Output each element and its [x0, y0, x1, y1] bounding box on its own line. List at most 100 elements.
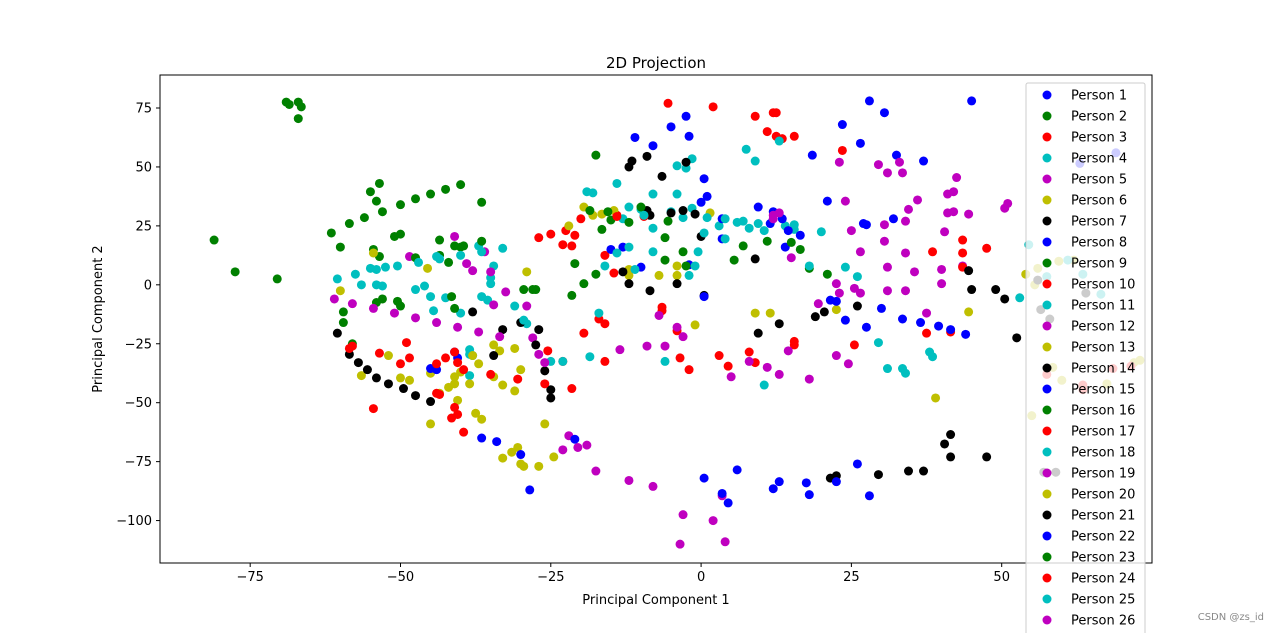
- data-point: [534, 461, 544, 471]
- data-point: [338, 318, 348, 328]
- data-point: [630, 132, 640, 142]
- data-point: [368, 404, 378, 414]
- data-point: [284, 99, 294, 109]
- data-point: [573, 442, 583, 452]
- data-point: [591, 150, 601, 160]
- data-point: [657, 171, 667, 181]
- y-axis-label: Principal Component 2: [91, 245, 106, 392]
- data-point: [450, 347, 460, 357]
- legend-marker: [1042, 594, 1052, 604]
- legend-marker: [1042, 531, 1052, 541]
- data-point: [585, 352, 595, 362]
- data-point: [368, 248, 378, 258]
- data-point: [510, 343, 520, 353]
- data-point: [783, 226, 793, 236]
- legend-label: Person 25: [1071, 593, 1135, 608]
- data-point: [383, 351, 393, 361]
- data-point: [489, 300, 499, 310]
- data-point: [672, 270, 682, 280]
- data-point: [717, 488, 727, 498]
- data-point: [356, 280, 366, 290]
- data-point: [377, 207, 387, 217]
- data-point: [840, 196, 850, 206]
- legend-marker: [1042, 342, 1052, 352]
- data-point: [462, 259, 472, 269]
- data-point: [759, 226, 769, 236]
- legend-marker: [1042, 384, 1052, 394]
- data-point: [600, 319, 610, 329]
- data-point: [465, 379, 475, 389]
- legend-label: Person 8: [1071, 236, 1127, 251]
- data-point: [720, 214, 730, 224]
- x-tick-label: −25: [537, 570, 564, 585]
- data-point: [534, 349, 544, 359]
- data-point: [594, 308, 604, 318]
- data-point: [618, 267, 628, 277]
- data-point: [901, 368, 911, 378]
- data-point: [834, 157, 844, 167]
- data-point: [447, 292, 457, 302]
- data-point: [922, 308, 932, 318]
- data-point: [492, 437, 502, 447]
- data-point: [600, 356, 610, 366]
- data-point: [873, 470, 883, 480]
- legend-marker: [1042, 300, 1052, 310]
- data-point: [627, 156, 637, 166]
- y-tick-label: −75: [125, 455, 152, 470]
- data-point: [209, 235, 219, 245]
- data-point: [744, 223, 754, 233]
- legend-marker: [1042, 216, 1052, 226]
- data-point: [690, 261, 700, 271]
- data-point: [729, 255, 739, 265]
- data-point: [699, 228, 709, 238]
- data-point: [873, 160, 883, 170]
- data-point: [961, 329, 971, 339]
- data-point: [982, 452, 992, 462]
- data-point: [852, 301, 862, 311]
- data-point: [678, 206, 688, 216]
- x-tick-label: −75: [236, 570, 263, 585]
- data-point: [660, 356, 670, 366]
- data-point: [570, 434, 580, 444]
- data-point: [459, 365, 469, 375]
- legend-label: Person 2: [1071, 110, 1127, 125]
- data-point: [753, 202, 763, 212]
- y-tick-label: 50: [135, 160, 152, 175]
- data-point: [486, 369, 496, 379]
- data-points: [209, 96, 1145, 549]
- data-point: [477, 414, 487, 424]
- data-point: [949, 187, 959, 197]
- data-point: [456, 250, 466, 260]
- legend-marker: [1042, 426, 1052, 436]
- data-point: [534, 233, 544, 243]
- data-point: [498, 243, 508, 253]
- data-point: [612, 178, 622, 188]
- data-point: [395, 229, 405, 239]
- data-point: [816, 227, 826, 237]
- data-point: [991, 285, 1001, 295]
- legend: Person 1 Person 2 Person 3 Person 4 Person 5…: [1025, 82, 1146, 633]
- data-point: [456, 180, 466, 190]
- data-point: [579, 279, 589, 289]
- data-point: [570, 230, 580, 240]
- legend-marker: [1042, 468, 1052, 478]
- data-point: [783, 346, 793, 356]
- data-point: [654, 270, 664, 280]
- data-point: [916, 318, 926, 328]
- data-point: [831, 477, 841, 487]
- data-point: [435, 235, 445, 245]
- data-point: [723, 498, 733, 508]
- data-point: [882, 364, 892, 374]
- data-point: [873, 338, 883, 348]
- data-point: [612, 211, 622, 221]
- data-point: [374, 178, 384, 188]
- data-point: [332, 328, 342, 338]
- data-point: [967, 96, 977, 106]
- data-point: [335, 286, 345, 296]
- legend-label: Person 14: [1071, 362, 1135, 377]
- data-point: [498, 453, 508, 463]
- data-point: [344, 343, 354, 353]
- data-point: [952, 173, 962, 183]
- data-point: [648, 247, 658, 257]
- data-point: [489, 351, 499, 361]
